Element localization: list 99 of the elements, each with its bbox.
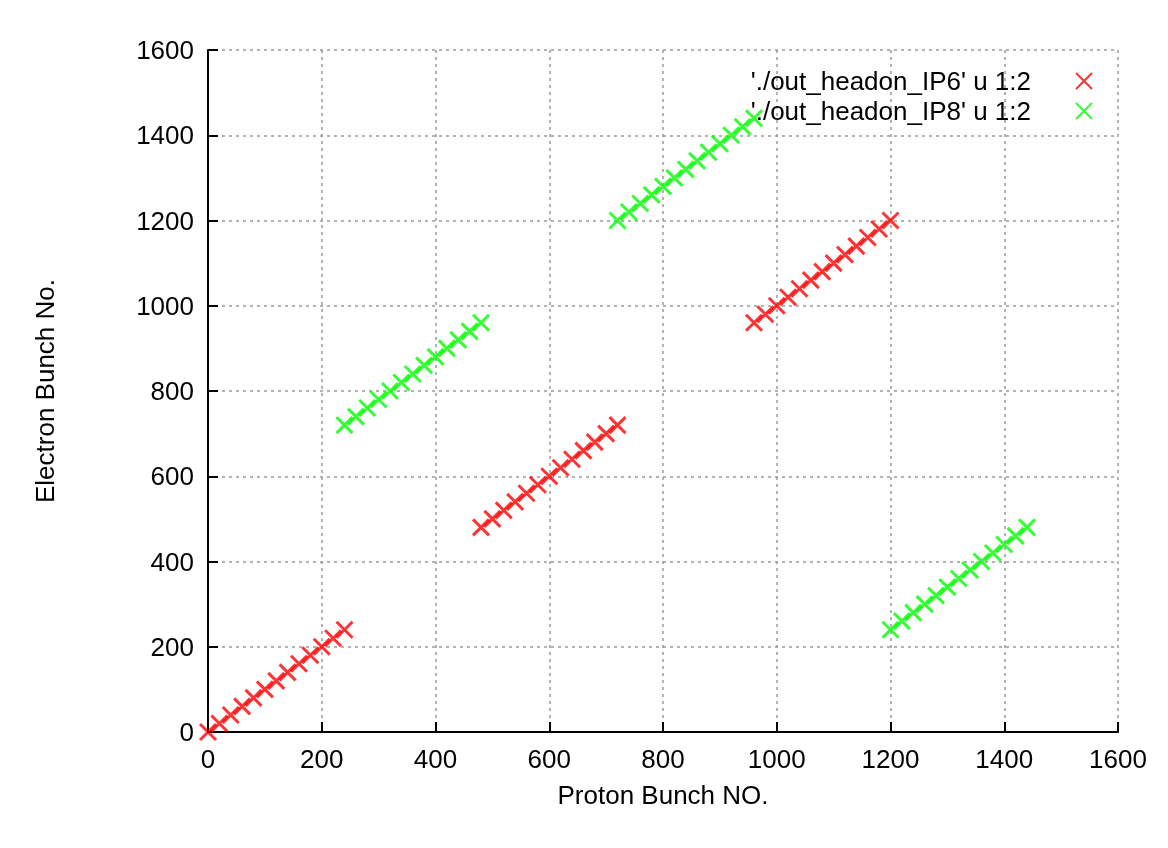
point (630, 193, 650, 213)
point (596, 424, 616, 444)
point (335, 620, 354, 640)
point (312, 637, 332, 657)
point (346, 407, 366, 427)
point (437, 338, 457, 358)
point (369, 390, 389, 410)
y-tick-label: 200 (150, 631, 194, 662)
point (983, 543, 1003, 563)
point (562, 449, 582, 469)
point (255, 679, 275, 699)
point (858, 228, 878, 248)
point (551, 458, 571, 478)
x-tick-label: 1400 (975, 744, 1034, 774)
point (755, 304, 775, 324)
point (790, 279, 809, 299)
point (1017, 517, 1037, 537)
point (664, 168, 684, 188)
point (972, 552, 991, 571)
y-tick-label: 1600 (136, 35, 194, 65)
point (494, 500, 514, 520)
point (198, 722, 218, 742)
point (960, 560, 980, 580)
point (710, 134, 730, 154)
point (380, 381, 400, 401)
y-axis-title: Electron Bunch No. (30, 278, 60, 504)
y-tick-label: 400 (150, 546, 194, 577)
point (619, 202, 639, 222)
point (335, 415, 354, 435)
point (505, 492, 525, 512)
point (744, 313, 764, 333)
point (608, 211, 627, 230)
point (289, 654, 309, 674)
x-tick-label: 400 (413, 744, 458, 774)
x-tick-label: 1200 (861, 744, 920, 774)
point (926, 586, 946, 606)
x-tick-label: 1600 (1089, 744, 1147, 774)
point (278, 662, 298, 682)
y-tick-label: 600 (150, 461, 194, 492)
point (824, 253, 844, 273)
point (221, 705, 241, 725)
point (426, 347, 445, 367)
point (653, 176, 673, 196)
point (687, 151, 707, 171)
point (699, 142, 718, 162)
y-tick-label: 1400 (136, 120, 194, 151)
point (881, 620, 900, 640)
point (232, 696, 252, 716)
point (539, 466, 559, 486)
x-axis-title: Proton Bunch NO. (557, 780, 769, 810)
point (1006, 526, 1026, 546)
point (244, 688, 263, 708)
point (460, 321, 480, 341)
x-tick-label: 1000 (747, 744, 806, 774)
point (403, 364, 423, 384)
y-tick-label: 800 (150, 376, 194, 406)
point (517, 483, 536, 503)
point (482, 509, 502, 529)
point (846, 236, 866, 256)
point (778, 287, 798, 307)
point (903, 603, 923, 623)
legend-label: './out_headon_IP8' u 1:2 (750, 96, 1031, 126)
point (471, 517, 491, 537)
legend-label: './out_headon_IP6' u 1:2 (750, 66, 1031, 96)
x-tick-label: 600 (527, 744, 571, 774)
point (323, 628, 343, 648)
point (528, 475, 548, 495)
point (812, 262, 832, 282)
point (835, 245, 855, 265)
point (869, 219, 889, 239)
point (414, 355, 434, 375)
point (767, 296, 787, 316)
x-tick-label: 200 (300, 744, 344, 774)
point (676, 159, 696, 179)
point (266, 671, 286, 691)
x-tick-label: 800 (641, 744, 685, 774)
point (937, 577, 957, 597)
point (801, 270, 821, 290)
y-tick-label: 0 (179, 717, 194, 747)
point (573, 441, 593, 461)
point (300, 645, 320, 665)
point (585, 432, 605, 452)
point (892, 611, 912, 631)
y-tick-label: 1200 (136, 205, 194, 236)
point (915, 594, 935, 614)
y-tick-label: 1000 (136, 290, 194, 321)
x-tick-label: 0 (200, 744, 216, 774)
point (448, 330, 468, 350)
point (642, 185, 662, 205)
point (949, 569, 969, 589)
point (209, 713, 229, 733)
point (721, 125, 741, 145)
point (391, 372, 411, 392)
point (994, 534, 1014, 554)
point (733, 117, 753, 137)
point (357, 398, 377, 418)
point (608, 415, 627, 435)
point (881, 211, 900, 230)
point (471, 313, 491, 333)
